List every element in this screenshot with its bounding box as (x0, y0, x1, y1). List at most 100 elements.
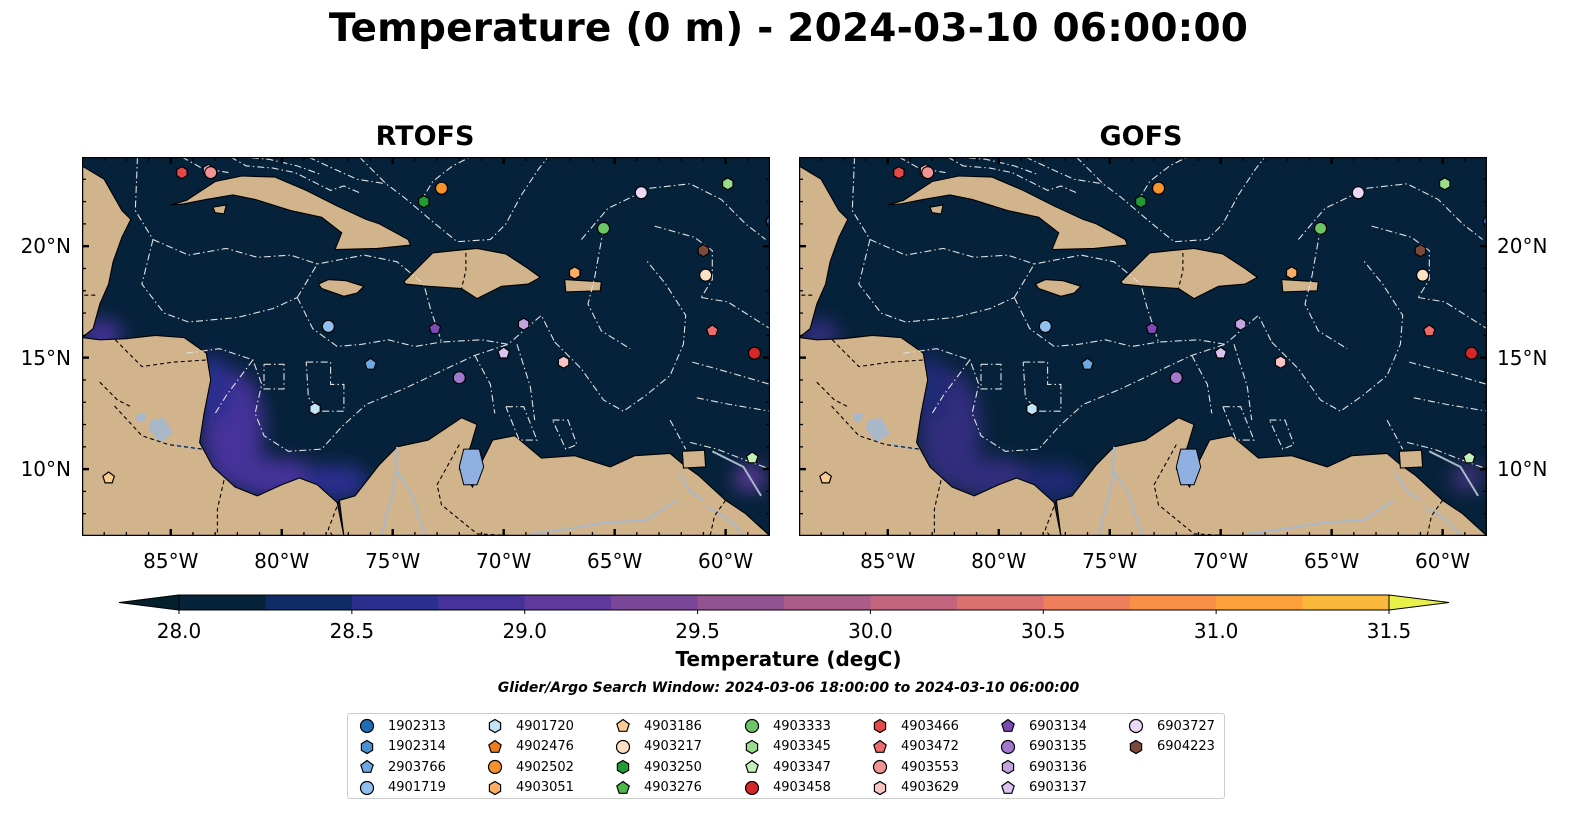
hexagon-marker-icon (488, 780, 502, 795)
country-border (114, 339, 209, 368)
land-puerto-rico (1281, 279, 1319, 293)
float-marker-6904223 (1414, 243, 1427, 258)
legend-item-1902313: 1902313 (358, 716, 446, 736)
float-marker-4901719 (1038, 319, 1052, 334)
lon-tick-label: 70°W (476, 549, 532, 573)
float-marker-4903051 (568, 266, 581, 280)
colorbar-segment (611, 595, 699, 610)
float-marker-4901720 (1026, 402, 1038, 416)
circle-marker-icon (872, 759, 888, 775)
float-marker-4903553 (921, 166, 935, 180)
float-marker-6903137 (497, 346, 511, 359)
eez-boundary (669, 419, 687, 450)
float-marker-2903766 (364, 357, 377, 370)
colorbar-segment (1043, 595, 1131, 610)
rtofs-map (82, 157, 770, 536)
eez-boundary (931, 359, 971, 414)
pentagon-marker-icon (1001, 718, 1015, 732)
lon-tick-label: 75°W (1082, 549, 1138, 573)
legend-label: 4903217 (644, 739, 702, 754)
legend-label: 4903276 (644, 780, 702, 795)
float-marker-4903553 (204, 166, 218, 180)
legend-label: 4903347 (773, 759, 831, 775)
colorbar-segment (1216, 595, 1304, 610)
legend-label: 4903345 (773, 739, 831, 754)
hexagon-marker-icon (616, 759, 630, 775)
eez-boundary (654, 225, 713, 298)
lat-tick-label: 20°N (20, 234, 71, 259)
river-line (1395, 473, 1421, 502)
legend-item-2903766: 2903766 (358, 757, 446, 777)
legend-label: 6904223 (1157, 739, 1215, 754)
colorbar-tick-label: 30.5 (1021, 619, 1066, 643)
legend-item-4903345: 4903345 (743, 737, 831, 757)
legend-label: 6903134 (1029, 718, 1087, 734)
eez-boundary (701, 296, 770, 330)
float-marker-4903458 (1464, 346, 1479, 360)
land-central-america (799, 334, 1062, 536)
eez-boundary (851, 157, 871, 240)
float-marker-6903727 (634, 186, 648, 200)
float-marker-4903466 (176, 165, 188, 180)
legend-label: 4903250 (644, 759, 702, 775)
hexagon-marker-icon (1001, 759, 1015, 775)
country-border (327, 500, 340, 536)
legend-item-4903553: 4903553 (871, 757, 959, 777)
eez-boundary (858, 239, 1015, 323)
pentagon-marker-icon (360, 759, 374, 773)
colorbar-segment (956, 595, 1044, 610)
country-border (933, 480, 942, 536)
legend-item-4903217: 4903217 (614, 737, 702, 757)
lat-tick-label: 15°N (20, 345, 71, 370)
colorbar-segment (1129, 595, 1217, 610)
legend-item-6903135: 6903135 (999, 737, 1087, 757)
float-marker-4903347 (1462, 451, 1476, 464)
country-border (829, 404, 919, 450)
land-jamaica (1034, 279, 1082, 297)
pentagon-marker-icon (873, 739, 887, 753)
legend-label: 4901720 (516, 718, 574, 734)
land-mexico-yucatan (82, 157, 132, 339)
legend-label: 6903136 (1029, 759, 1087, 775)
legend-item-4901720: 4901720 (486, 716, 574, 736)
legend-item-6903727: 6903727 (1127, 716, 1215, 736)
float-marker-6903135 (1169, 371, 1183, 385)
colorbar-tick-label: 28.0 (156, 619, 202, 643)
legend-item-6904223: 6904223 (1127, 737, 1215, 757)
lon-tick-label: 85°W (143, 549, 199, 573)
colorbar-over-arrow (1388, 594, 1450, 611)
eez-boundary (1191, 355, 1213, 414)
float-marker-4902502 (1151, 181, 1166, 195)
circle-marker-icon (1128, 718, 1144, 734)
colorbar-segment (351, 595, 439, 610)
legend-item-4902476: 4902476 (486, 737, 574, 757)
float-marker-4903217 (699, 268, 713, 282)
land-hispaniola (1120, 247, 1259, 300)
hexagon-marker-icon (873, 780, 887, 795)
eez-boundary (296, 254, 556, 345)
panel-title-rtofs: RTOFS (375, 121, 475, 152)
pentagon-marker-icon (745, 759, 759, 773)
legend-label: 6903137 (1029, 780, 1087, 795)
eez-boundary (1013, 254, 1273, 345)
eez-boundary (1386, 419, 1404, 450)
river-line (1097, 446, 1116, 536)
float-marker-6903134 (428, 321, 442, 335)
legend-label: 6903135 (1029, 739, 1087, 754)
legend-label: 4901719 (388, 780, 446, 795)
lon-tick-label: 80°W (971, 549, 1027, 573)
eez-boundary (1418, 296, 1487, 330)
search-window-caption: Glider/Argo Search Window: 2024-03-06 18… (497, 680, 1080, 696)
float-marker-4903186 (819, 471, 833, 484)
float-marker-6903727 (1351, 186, 1365, 200)
land-cuba (170, 175, 412, 251)
lon-tick-label: 75°W (365, 549, 421, 573)
axis-ticks (82, 157, 770, 536)
hexagon-marker-icon (1129, 739, 1143, 754)
float-marker-6904223 (697, 243, 710, 258)
lat-tick-label: 10°N (20, 457, 71, 482)
eez-boundary (474, 355, 496, 414)
legend-item-4903051: 4903051 (486, 778, 574, 798)
lat-tick-label: 15°N (1497, 345, 1548, 370)
legend-label: 4903186 (644, 718, 702, 734)
